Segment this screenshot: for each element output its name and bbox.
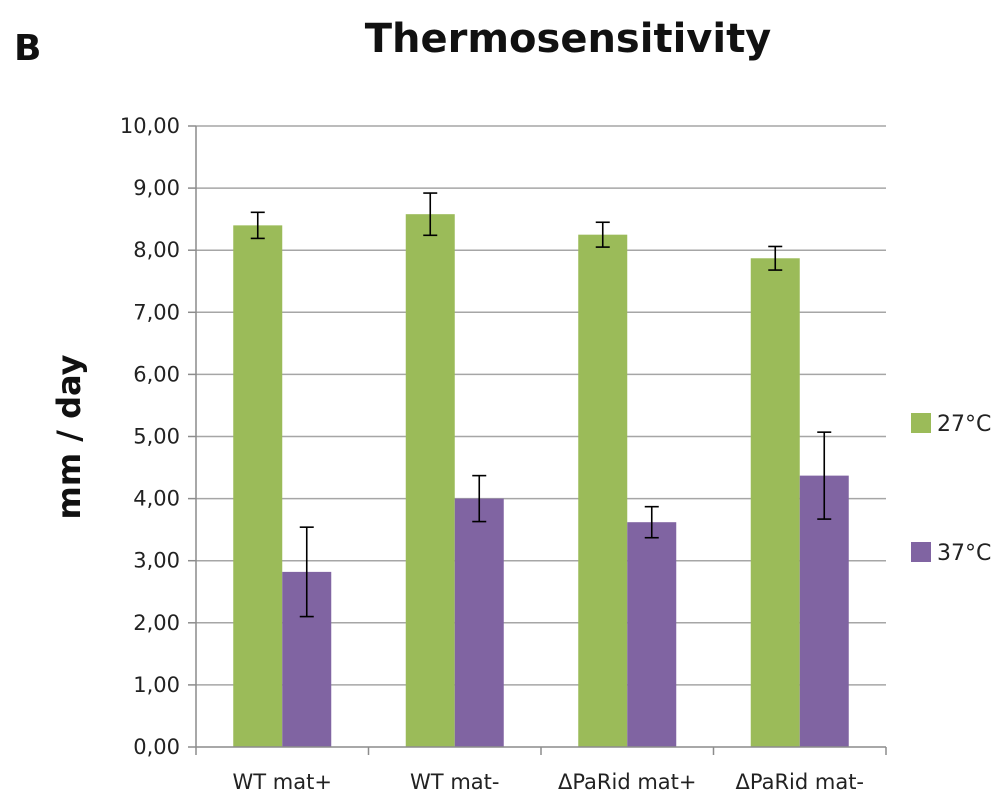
- legend-label-37c: 37°C: [937, 541, 991, 566]
- y-tick-label: 3,00: [133, 549, 180, 573]
- y-axis-label: mm / day: [50, 354, 88, 519]
- y-tick-label: 0,00: [133, 735, 180, 759]
- y-tick-label: 5,00: [133, 425, 180, 449]
- y-tick-label: 8,00: [133, 238, 180, 262]
- bar-27c: [578, 234, 628, 748]
- y-tick-label: 1,00: [133, 673, 180, 697]
- bar-27c: [233, 225, 283, 748]
- axes: [195, 126, 887, 755]
- chart-title: Thermosensitivity: [365, 16, 772, 62]
- bar-37c: [799, 475, 849, 747]
- bar-27c: [405, 214, 455, 747]
- x-category-label: ΔPaRid mat-: [735, 770, 864, 794]
- legend-label-27c: 27°C: [937, 412, 991, 437]
- x-category-label: WT mat-: [410, 770, 499, 794]
- error-bars: [250, 192, 832, 618]
- y-tick-label: 7,00: [133, 300, 180, 324]
- y-tick-label: 9,00: [133, 176, 180, 200]
- x-category-label: ΔPaRid mat+: [558, 770, 697, 794]
- bar-37c: [627, 522, 677, 747]
- x-category-label: WT mat+: [233, 770, 332, 794]
- legend-swatch-27c: [911, 413, 931, 433]
- y-tick-label: 2,00: [133, 611, 180, 635]
- bars: [233, 214, 849, 748]
- y-tick-label: 10,00: [120, 114, 180, 138]
- legend-swatch-37c: [911, 542, 931, 562]
- y-tick-label: 6,00: [133, 362, 180, 386]
- legend: 27°C 37°C: [911, 412, 991, 566]
- bar-27c: [750, 258, 800, 747]
- category-labels: WT mat+ WT mat- ΔPaRid mat+ ΔPaRid mat-: [233, 770, 864, 794]
- y-tick-label: 4,00: [133, 487, 180, 511]
- panel-label: B: [14, 28, 41, 69]
- bar-37c: [454, 498, 504, 747]
- y-tick-labels: 0,00 1,00 2,00 3,00 4,00 5,00 6,00 7,00 8,00 9,00…: [120, 114, 180, 759]
